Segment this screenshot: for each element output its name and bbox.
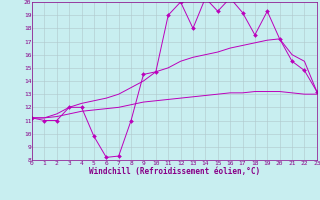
X-axis label: Windchill (Refroidissement éolien,°C): Windchill (Refroidissement éolien,°C) (89, 167, 260, 176)
